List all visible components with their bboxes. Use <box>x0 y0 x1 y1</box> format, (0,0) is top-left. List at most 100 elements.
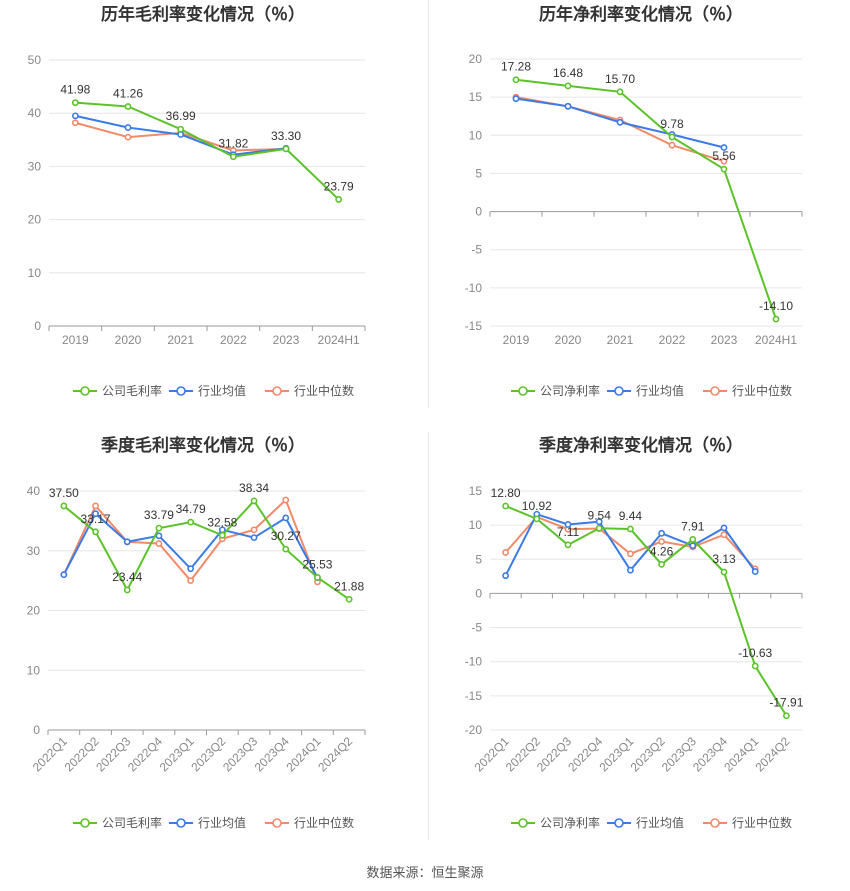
legend-marker <box>80 386 90 396</box>
series-line-1 <box>515 78 777 320</box>
legend-label: 行业中位数 <box>732 383 792 398</box>
data-point <box>751 568 759 575</box>
data-label: 30.27 <box>271 529 301 543</box>
legend-marker <box>518 386 528 396</box>
data-label: 33.79 <box>144 508 174 522</box>
data-point <box>512 95 520 103</box>
data-point <box>627 550 634 558</box>
y-tick-label: 5 <box>475 552 482 566</box>
y-tick-label: 40 <box>27 484 41 498</box>
y-tick-label: 10 <box>27 663 41 677</box>
x-tick-label: 2021 <box>607 333 634 347</box>
data-point <box>282 145 290 153</box>
data-point <box>314 574 321 581</box>
chart-panel-2: 历年净利率变化情况（％） -15 -10 -5 0 5 10 15 20 2019 2020 2021… <box>465 4 803 398</box>
y-tick-label: -5 <box>471 621 482 635</box>
legend-marker <box>518 818 528 828</box>
data-label: 33.17 <box>81 512 111 526</box>
data-point <box>720 165 728 173</box>
data-label: -14.10 <box>759 299 793 313</box>
legend-marker <box>176 818 186 828</box>
data-point <box>689 542 697 550</box>
data-label: 21.88 <box>334 579 364 593</box>
data-point <box>564 102 572 110</box>
chart-title: 历年净利率变化情况（％） <box>539 4 743 24</box>
data-point <box>155 540 163 547</box>
legend-item: 行业均值 <box>607 815 684 830</box>
chart-panel-4: 季度净利率变化情况（％）-20-15-10-50510152022Q12022Q… <box>465 435 804 830</box>
y-tick-label: -10 <box>465 281 483 295</box>
x-tick-label: 2024H1 <box>755 333 797 347</box>
data-point <box>668 141 676 149</box>
data-point <box>533 515 541 523</box>
data-point <box>250 497 258 505</box>
data-label: 9.78 <box>660 117 684 131</box>
data-label: 34.79 <box>176 502 206 516</box>
legend-item: 公司净利率 <box>511 383 600 398</box>
data-label: 31.82 <box>218 137 248 151</box>
y-tick-label: 10 <box>469 128 483 142</box>
data-label: 15.70 <box>605 72 635 86</box>
data-point <box>92 510 99 518</box>
legend-item: 行业均值 <box>607 383 684 398</box>
x-tick-label: 2022 <box>220 333 247 347</box>
data-point <box>92 528 99 536</box>
data-point <box>627 566 634 574</box>
data-label: 4.26 <box>650 544 674 558</box>
legend-label: 行业均值 <box>636 815 684 830</box>
legend-item: 行业中位数 <box>703 383 792 398</box>
data-label: 36.99 <box>166 109 196 123</box>
data-point <box>720 531 728 539</box>
series-line-1 <box>63 499 350 601</box>
data-label: 17.28 <box>501 60 531 74</box>
data-point <box>71 119 79 127</box>
legend-item: 行业中位数 <box>265 383 354 398</box>
data-point <box>658 529 665 537</box>
data-label: 7.11 <box>557 525 580 539</box>
y-tick-label: -10 <box>465 655 483 669</box>
chart-title: 季度净利率变化情况（％） <box>539 435 743 455</box>
data-point <box>250 534 258 542</box>
y-tick-label: 0 <box>475 205 482 219</box>
data-point <box>187 577 195 585</box>
x-tick-label: 2022 <box>659 333 686 347</box>
y-tick-label: 15 <box>469 90 483 104</box>
data-label: 37.50 <box>49 486 79 500</box>
data-point <box>250 526 258 534</box>
x-tick-label: 2023 <box>273 333 300 347</box>
x-tick-label: 2024Q2 <box>315 734 355 774</box>
legend-label: 公司净利率 <box>540 383 600 398</box>
legend-label: 公司毛利率 <box>102 815 162 830</box>
x-tick-label: 2023 <box>711 333 738 347</box>
x-tick-label: 2024Q2 <box>752 734 792 774</box>
y-tick-label: 15 <box>469 484 483 498</box>
y-tick-label: -5 <box>471 243 482 257</box>
y-tick-label: 20 <box>28 213 42 227</box>
data-point <box>564 521 572 528</box>
data-point <box>123 538 131 546</box>
panel-divider <box>428 0 429 408</box>
data-point <box>60 502 68 510</box>
legend-marker <box>80 818 90 828</box>
y-tick-label: 30 <box>27 544 41 558</box>
data-point <box>71 99 79 107</box>
data-label: 32.58 <box>207 515 237 529</box>
data-label: 9.54 <box>588 508 612 522</box>
data-point <box>60 571 68 579</box>
series-line-1 <box>75 101 340 201</box>
data-label: 12.80 <box>491 486 521 500</box>
data-point <box>564 541 572 549</box>
y-tick-label: 20 <box>469 52 483 66</box>
data-point <box>123 586 131 594</box>
legend-marker <box>272 386 282 396</box>
y-tick-label: -15 <box>465 319 483 333</box>
legend-marker <box>614 386 624 396</box>
legend-item: 行业均值 <box>169 383 246 398</box>
data-point <box>658 560 665 568</box>
data-point <box>177 131 185 138</box>
data-point <box>783 712 790 720</box>
data-label: 38.34 <box>239 481 269 495</box>
legend-marker <box>710 386 720 396</box>
legend-label: 行业中位数 <box>294 815 354 830</box>
data-point <box>658 538 665 545</box>
